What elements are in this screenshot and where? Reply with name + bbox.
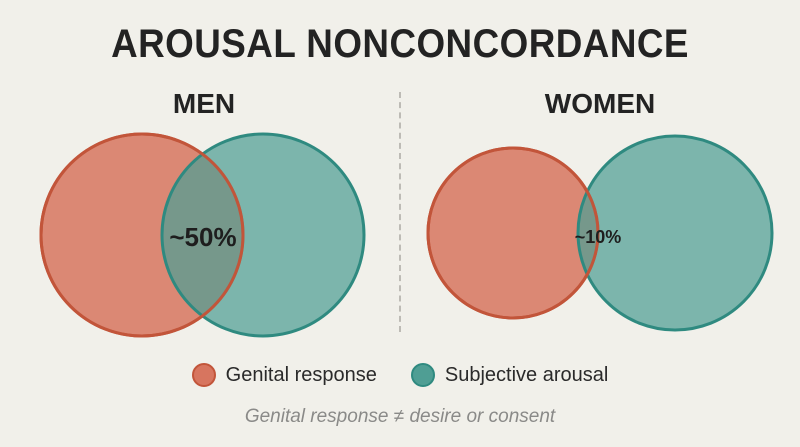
- women-venn: ~10%: [426, 134, 774, 332]
- women-overlap-label: ~10%: [575, 227, 622, 247]
- footnote: Genital response ≠ desire or consent: [244, 406, 556, 427]
- men-subjective-circle: [160, 132, 366, 338]
- women-subjective-circle: [576, 134, 774, 332]
- legend-item-genital: Genital response: [191, 363, 377, 387]
- subjective-swatch-icon: [410, 363, 435, 387]
- panel-divider: [399, 92, 401, 332]
- women-genital-outline: [426, 146, 600, 320]
- men-heading: MEN: [172, 88, 236, 119]
- legend-label-subjective: Subjective arousal: [444, 363, 609, 386]
- genital-swatch-icon: [191, 363, 216, 387]
- men-genital-outline: [39, 132, 245, 338]
- men-venn: ~50%: [39, 132, 366, 338]
- legend-label-genital: Genital response: [225, 363, 377, 386]
- legend: Genital response Subjective arousal: [0, 363, 800, 387]
- men-overlap-label: ~50%: [169, 222, 236, 252]
- women-heading: WOMEN: [544, 88, 656, 119]
- page-title: AROUSAL NONCONCORDANCE: [111, 22, 689, 66]
- legend-item-subjective: Subjective arousal: [410, 363, 609, 387]
